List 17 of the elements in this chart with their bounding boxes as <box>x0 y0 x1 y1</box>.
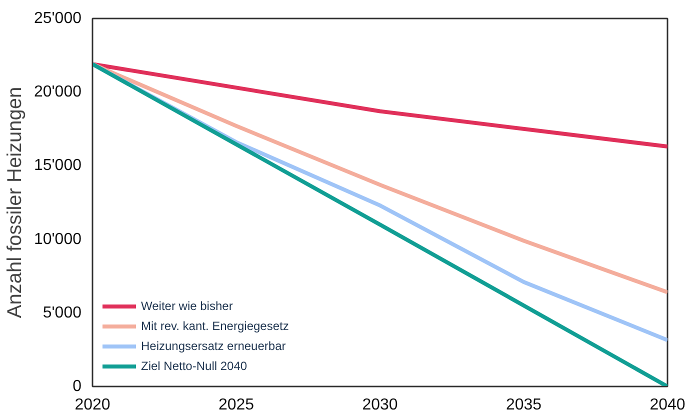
x-tick-label: 2030 <box>362 396 398 412</box>
y-tick-label: 5'000 <box>42 304 82 322</box>
x-tick-label: 2040 <box>650 396 686 412</box>
y-tick-label: 15'000 <box>34 157 82 174</box>
x-tick-label: 2025 <box>218 396 254 412</box>
legend-label: Ziel Netto-Null 2040 <box>141 359 248 373</box>
y-tick-label: 20'000 <box>34 84 82 101</box>
y-tick-label: 25'000 <box>34 10 82 27</box>
line-series <box>92 62 668 294</box>
legend-label: Heizungsersatz erneuerbar <box>141 339 286 353</box>
x-tick-label: 2035 <box>506 396 542 412</box>
y-axis-title: Anzahl fossiler Heizungen <box>4 86 26 318</box>
y-tick-label: 10'000 <box>34 230 82 248</box>
x-tick-label: 2020 <box>74 396 110 412</box>
y-tick-label: 0 <box>72 378 82 395</box>
legend-label: Weiter wie bisher <box>141 299 233 313</box>
legend-label: Mit rev. kant. Energiegesetz <box>141 319 289 333</box>
